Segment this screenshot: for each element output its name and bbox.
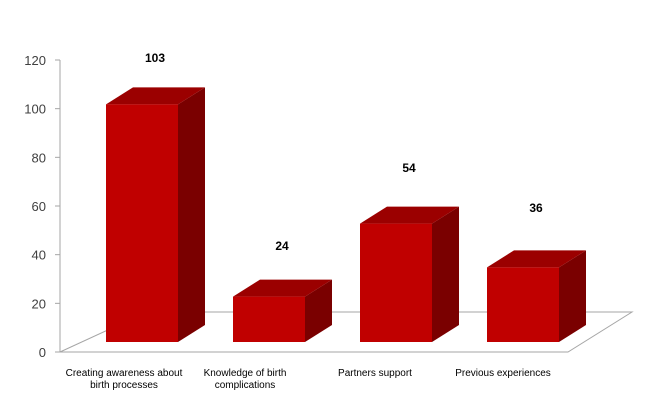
category-labels: Creating awareness about birth processes K… <box>66 368 551 391</box>
bar-front <box>487 267 559 342</box>
bar <box>106 87 205 342</box>
category-label: Partners support <box>338 368 412 379</box>
category-label: Previous experiences <box>455 368 551 379</box>
category-label: Knowledge of birth complications <box>204 368 287 391</box>
bar-front <box>360 223 432 342</box>
bar-top <box>487 250 586 268</box>
data-label: 103 <box>145 51 165 65</box>
bar <box>360 206 459 342</box>
category-label: Creating awareness about birth processes <box>66 368 183 391</box>
bar-top <box>233 279 332 297</box>
y-tick-label: 40 <box>32 248 46 263</box>
bar-top <box>360 206 459 224</box>
data-label: 36 <box>529 201 543 215</box>
data-label: 54 <box>402 161 416 175</box>
y-tick-label: 20 <box>32 296 46 311</box>
bar-side <box>305 279 332 342</box>
bar-side <box>559 250 586 342</box>
y-tick-label: 80 <box>32 150 46 165</box>
bars <box>106 87 586 342</box>
bar-top <box>106 87 205 105</box>
y-tick-label: 120 <box>24 53 46 68</box>
data-labels: 103 24 54 36 <box>145 51 543 253</box>
y-tick-label: 60 <box>32 199 46 214</box>
bar-front <box>233 296 305 342</box>
bar <box>233 279 332 342</box>
y-tick-labels: 0 20 40 60 80 100 120 <box>24 53 46 360</box>
y-tick-label: 0 <box>39 345 46 360</box>
data-label: 24 <box>275 239 289 253</box>
bar-front <box>106 104 178 342</box>
bar-side <box>178 87 205 342</box>
bar <box>487 250 586 342</box>
y-tick-label: 100 <box>24 102 46 117</box>
bar-side <box>432 206 459 342</box>
